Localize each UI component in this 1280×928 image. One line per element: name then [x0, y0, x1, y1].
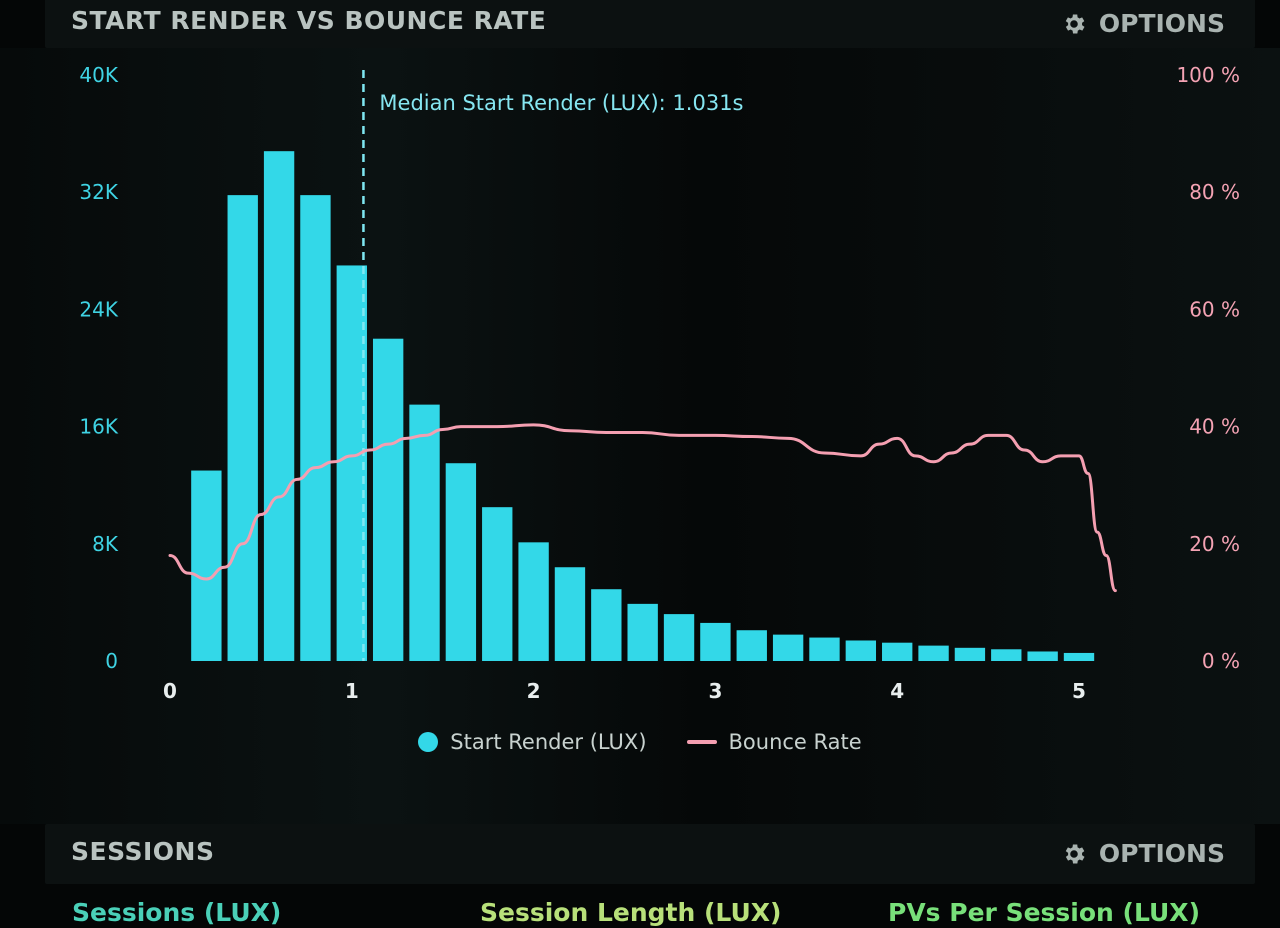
bar-8[interactable] — [482, 507, 513, 661]
bar-13[interactable] — [663, 614, 695, 661]
sessions-options-button[interactable]: OPTIONS — [1061, 839, 1225, 868]
sessions-title: SESSIONS — [71, 837, 215, 866]
bar-7[interactable] — [445, 463, 477, 661]
chart-options-button[interactable]: OPTIONS — [1061, 9, 1225, 38]
y-left-tick-label: 24K — [79, 297, 118, 321]
bar-22[interactable] — [991, 649, 1022, 661]
chart-legend: Start Render (LUX) Bounce Rate — [0, 730, 1280, 754]
bar-16[interactable] — [772, 634, 804, 661]
chart-canvas: 0 8K 16K 24K 32K 40K 0 % 20 % 40 % 60 % 80 % 100 % 0… — [79, 63, 1240, 703]
sessions-metrics: Sessions (LUX) Session Length (LUX) PVs … — [0, 898, 1280, 928]
bar-0[interactable] — [191, 470, 222, 661]
chart-panel-header: START RENDER VS BOUNCE RATE OPTIONS — [45, 0, 1255, 48]
bar-17[interactable] — [809, 637, 840, 661]
bar-19[interactable] — [882, 642, 913, 661]
y-left-tick-label: 8K — [92, 532, 119, 556]
legend-bounce-rate[interactable]: Bounce Rate — [686, 730, 862, 754]
y-left-tick-label: 32K — [79, 180, 118, 204]
sessions-panel-header: SESSIONS OPTIONS — [45, 824, 1255, 884]
x-tick-label: 1 — [345, 679, 359, 703]
y-right-tick-label: 20 % — [1189, 532, 1240, 556]
y-right-tick-label: 0 % — [1202, 649, 1240, 673]
y-left-tick-label: 16K — [79, 415, 118, 439]
bar-6[interactable] — [409, 404, 440, 661]
bar-9[interactable] — [518, 542, 549, 661]
legend-label: Start Render (LUX) — [450, 730, 647, 754]
legend-dot-icon — [418, 732, 439, 752]
bar-24[interactable] — [1063, 652, 1095, 661]
y-right-tick-label: 60 % — [1189, 297, 1240, 321]
bar-18[interactable] — [845, 640, 877, 661]
options-label: OPTIONS — [1098, 9, 1225, 38]
x-tick-label: 3 — [708, 679, 722, 703]
legend-line-icon — [686, 740, 717, 744]
bar-20[interactable] — [918, 645, 949, 661]
metric-pvs-per-session[interactable]: PVs Per Session (LUX) — [888, 898, 1200, 927]
y-left-tick-label: 0 — [105, 649, 118, 673]
bar-1[interactable] — [227, 195, 258, 661]
legend-label: Bounce Rate — [728, 730, 862, 754]
metric-session-length[interactable]: Session Length (LUX) — [480, 898, 782, 927]
x-tick-label: 2 — [527, 679, 541, 703]
metric-sessions[interactable]: Sessions (LUX) — [72, 898, 282, 927]
bar-4[interactable] — [336, 265, 367, 661]
bar-3[interactable] — [300, 195, 331, 661]
y-right-tick-label: 80 % — [1189, 180, 1240, 204]
bar-2[interactable] — [263, 151, 295, 661]
x-tick-label: 5 — [1072, 679, 1086, 703]
bar-11[interactable] — [591, 589, 622, 661]
bounce-rate-line — [168, 423, 1117, 593]
bar-5[interactable] — [372, 338, 404, 661]
y-left-tick-label: 40K — [79, 63, 118, 87]
x-tick-label: 4 — [890, 679, 904, 703]
y-right-tick-label: 40 % — [1189, 415, 1240, 439]
bar-23[interactable] — [1027, 651, 1058, 661]
chart-title: START RENDER VS BOUNCE RATE — [71, 6, 547, 35]
y-right-tick-label: 100 % — [1176, 63, 1240, 87]
bar-21[interactable] — [954, 647, 986, 661]
gear-icon — [1065, 13, 1085, 34]
bar-12[interactable] — [627, 603, 658, 661]
bar-14[interactable] — [700, 622, 731, 661]
legend-start-render[interactable]: Start Render (LUX) — [418, 730, 647, 754]
median-annotation: Median Start Render (LUX): 1.031s — [379, 91, 743, 115]
chart-panel: 0 8K 16K 24K 32K 40K 0 % 20 % 40 % 60 % 80 % 100 % 0… — [0, 48, 1280, 824]
bar-15[interactable] — [736, 630, 767, 661]
bar-10[interactable] — [554, 567, 586, 661]
gear-icon — [1065, 843, 1085, 864]
options-label: OPTIONS — [1098, 839, 1225, 868]
x-tick-label: 0 — [163, 679, 177, 703]
